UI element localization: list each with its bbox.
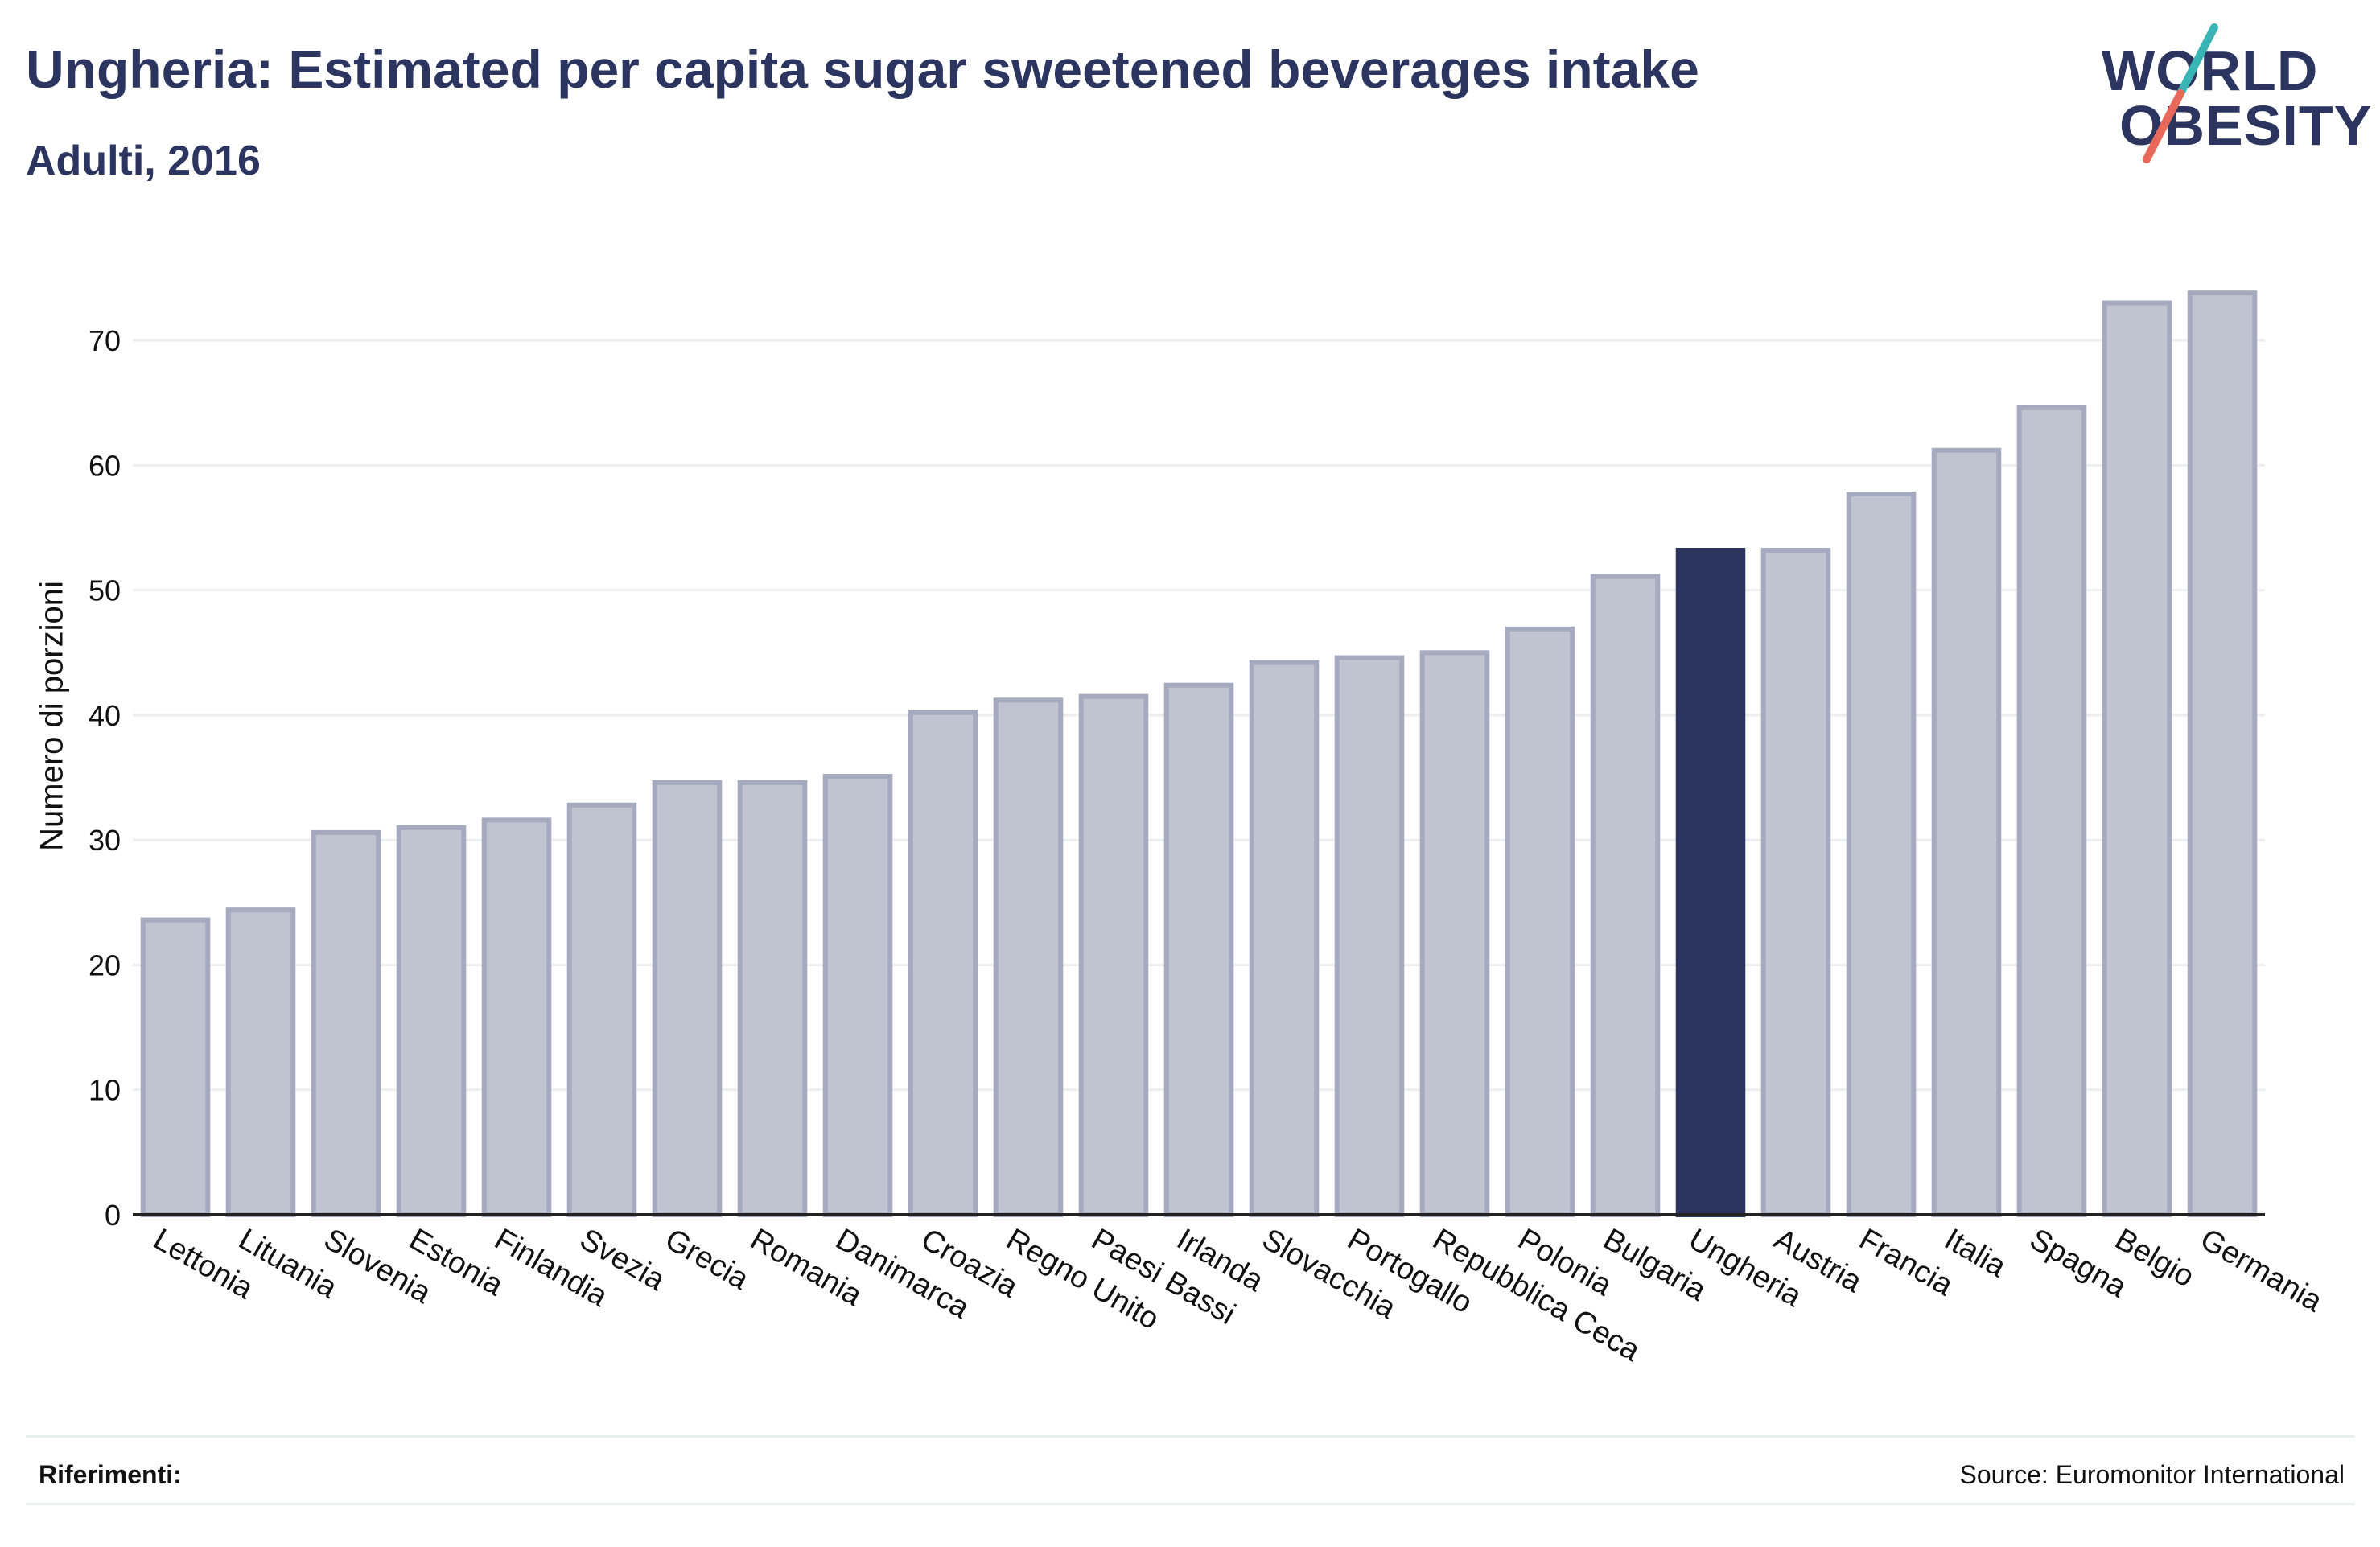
x-tick-label: Spagna [2024,1222,2133,1304]
bar [737,780,808,1217]
bar [1505,626,1575,1217]
bar [311,829,381,1218]
bar [1846,492,1917,1217]
y-tick-label: 40 [89,699,121,732]
x-tick-label: Grecia [660,1222,756,1297]
bar [1590,574,1661,1217]
x-tick-label: Francia [1854,1222,1959,1302]
bar [2016,405,2087,1217]
footer-source: Source: Euromonitor International [1959,1460,2345,1489]
bar [1760,548,1831,1217]
chart-subtitle: Adulti, 2016 [26,138,261,184]
chart-title: Ungheria: Estimated per capita sugar swe… [26,39,1699,99]
bar [2102,300,2172,1217]
bar [993,697,1064,1217]
bar [396,825,467,1217]
bar [908,710,978,1217]
footer-references-label: Riferimenti: [39,1460,182,1489]
bar [481,817,552,1217]
y-tick-label: 20 [89,948,121,981]
bar [652,780,723,1217]
logo-slash-icon [2143,23,2218,163]
y-tick-label: 60 [89,449,121,482]
bar [1249,660,1320,1217]
world-obesity-logo: WORLD OBESITY [2092,16,2371,177]
y-tick-label: 50 [89,574,121,607]
bar-highlight [1675,548,1746,1217]
x-tick-label: Lituania [233,1222,344,1305]
bar [1078,693,1149,1217]
bar [1163,682,1234,1217]
y-tick-label: 70 [89,324,121,357]
footer-divider-bottom [26,1503,2355,1505]
logo-word-world: WORLD [2102,39,2319,102]
bar [225,907,296,1217]
bar [140,917,211,1218]
bar [1419,650,1490,1217]
bar [1334,655,1405,1217]
bar [1931,447,2002,1217]
footer-divider-top [26,1435,2355,1438]
bar [822,774,893,1217]
x-tick-label: Germania [2195,1222,2329,1319]
bar [2187,290,2258,1218]
y-tick-label: 0 [105,1199,121,1232]
bar [566,802,637,1217]
y-tick-label: 10 [89,1074,121,1107]
y-tick-label: 30 [89,824,121,857]
